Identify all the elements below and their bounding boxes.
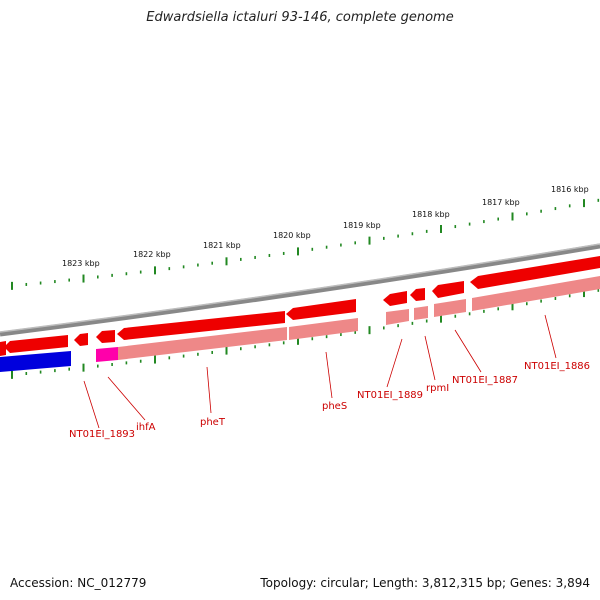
scale-label-1820: 1820 kbp: [273, 231, 311, 240]
gene-arrow-upper-3: [96, 330, 115, 343]
gene-label-nt01ei-1889: NT01EI_1889: [357, 390, 423, 401]
gene-arrow-phes: [286, 299, 356, 320]
backbone-highlight: [0, 243, 600, 333]
connector-nt01ei-1889: [386, 338, 403, 388]
lower-band-ihfa: [96, 347, 118, 362]
scale-label-1818: 1818 kbp: [412, 210, 450, 219]
gene-connectors: [83, 314, 557, 429]
scale-label-1821: 1821 kbp: [203, 241, 241, 250]
gene-arrow-upper-2: [74, 333, 88, 346]
connector-phes: [325, 351, 333, 399]
scale-label-1823: 1823 kbp: [62, 259, 100, 268]
scale-label-1816: 1816 kbp: [551, 185, 589, 194]
gene-arrow-nt01ei-1887: [432, 281, 464, 298]
scale-label-1819: 1819 kbp: [343, 221, 381, 230]
gene-label-nt01ei-1886: NT01EI_1886: [524, 361, 590, 372]
scale-label-1822: 1822 kbp: [133, 250, 171, 259]
gene-arrow-nt01ei-1893-left: [0, 341, 6, 356]
gene-label-nt01ei-1887: NT01EI_1887: [452, 375, 518, 386]
gene-arrow-nt01ei-1889: [383, 291, 407, 306]
scale-label-1817: 1817 kbp: [482, 198, 520, 207]
lower-band-rpmi: [414, 306, 428, 320]
gene-label-ihfa: ihfA: [136, 422, 156, 433]
connector-phet: [206, 366, 212, 414]
connector-nt01ei-1887: [454, 329, 482, 373]
lower-band-phes: [289, 318, 358, 340]
lower-band-nt01ei-1889: [386, 309, 409, 325]
connector-ihfa: [107, 376, 146, 421]
scale-ticks: [11, 198, 600, 379]
gene-arrow-upper-1: [4, 335, 68, 353]
connector-nt01ei-1893: [83, 380, 100, 429]
gene-arrow-rpmi: [410, 288, 425, 301]
lower-band-nt01ei-1886: [472, 276, 600, 311]
accession-label: Accession: NC_012779: [10, 576, 147, 590]
gene-label-rpmi: rpmI: [426, 383, 449, 394]
genome-summary: Topology: circular; Length: 3,812,315 bp…: [260, 576, 590, 590]
gene-track-lower: [0, 276, 600, 372]
lower-band-phet: [118, 327, 287, 360]
gene-reverse-nt01ei-1893: [0, 351, 71, 372]
gene-arrow-nt01ei-1886: [470, 256, 600, 289]
gene-track-upper: [0, 256, 600, 356]
gene-label-phet: pheT: [200, 417, 226, 428]
gene-label-nt01ei-1893: NT01EI_1893: [69, 429, 135, 440]
map-title: Edwardsiella ictaluri 93-146, complete g…: [146, 10, 454, 25]
gene-arrow-phet: [117, 311, 285, 340]
lower-band-nt01ei-1887: [434, 299, 466, 317]
connector-nt01ei-1886: [544, 314, 557, 359]
connector-rpmi: [424, 335, 436, 381]
gene-label-phes: pheS: [322, 401, 347, 412]
backbone-line: [0, 243, 600, 337]
